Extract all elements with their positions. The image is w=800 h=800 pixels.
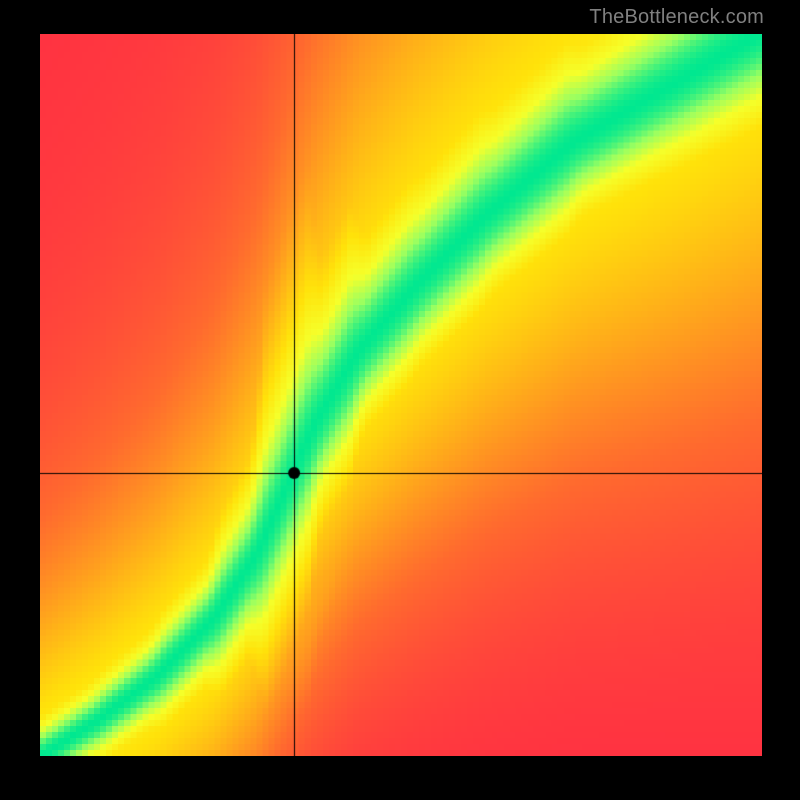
watermark-text: TheBottleneck.com: [589, 6, 764, 29]
crosshair-overlay: [40, 34, 762, 756]
chart-container: TheBottleneck.com: [0, 0, 800, 800]
